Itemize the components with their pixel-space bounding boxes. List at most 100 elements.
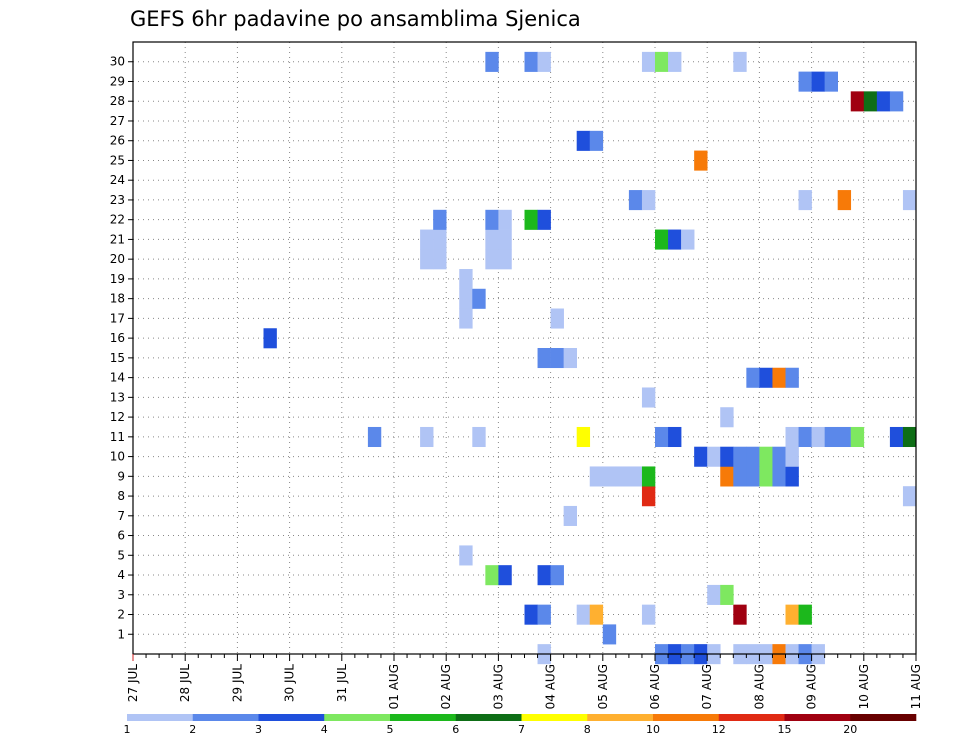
heatmap-cell xyxy=(498,209,512,230)
heatmap-cell xyxy=(641,190,656,211)
heatmap-cell xyxy=(746,367,760,388)
heatmap-cell xyxy=(615,466,630,487)
y-tick-label: 26 xyxy=(110,134,125,148)
heatmap-cell xyxy=(420,249,434,270)
heatmap-cell xyxy=(433,209,447,230)
heatmap-cell xyxy=(550,565,564,586)
y-tick-label: 2 xyxy=(117,608,125,622)
heatmap-cell xyxy=(485,565,499,586)
heatmap-cell xyxy=(746,466,760,487)
heatmap-cell xyxy=(485,51,499,72)
heatmap-cell xyxy=(655,51,669,72)
heatmap-cell xyxy=(537,604,551,625)
heatmap-cell xyxy=(759,367,773,388)
y-tick-label: 14 xyxy=(110,371,125,385)
y-tick-label: 15 xyxy=(110,351,125,365)
y-tick-label: 10 xyxy=(110,450,125,464)
x-tick-label: 04 AUG xyxy=(544,664,558,709)
x-tick-label: 05 AUG xyxy=(596,664,610,709)
heatmap-cell xyxy=(694,150,708,171)
heatmap-cell xyxy=(902,190,917,211)
heatmap-cell xyxy=(681,229,695,250)
heatmap-cell xyxy=(759,446,773,467)
heatmap-cell xyxy=(537,348,551,369)
y-tick-label: 23 xyxy=(110,193,125,207)
y-tick-label: 28 xyxy=(110,94,125,108)
x-tick-label: 09 AUG xyxy=(805,664,819,709)
heatmap-cell xyxy=(589,466,604,487)
colorbar-segment xyxy=(653,714,720,721)
heatmap-cell xyxy=(537,51,551,72)
heatmap-cell xyxy=(798,71,812,92)
heatmap-cell xyxy=(785,446,799,467)
heatmap-cell xyxy=(550,308,564,329)
x-tick-label: 03 AUG xyxy=(491,664,505,709)
heatmap-cell xyxy=(759,466,773,487)
colorbar-label: 3 xyxy=(255,723,262,736)
heatmap-cell xyxy=(641,466,656,487)
x-tick-label: 11 AUG xyxy=(909,664,923,709)
y-axis: 1234567891011121314151617181920212223242… xyxy=(110,55,133,641)
heatmap-cell xyxy=(498,565,512,586)
colorbar-label: 8 xyxy=(584,723,591,736)
heatmap-cell xyxy=(863,91,878,112)
y-tick-label: 3 xyxy=(117,588,125,602)
heatmap-cell xyxy=(785,367,799,388)
heatmap-cell xyxy=(876,91,891,112)
heatmap-cell xyxy=(720,584,734,605)
heatmap-cell xyxy=(824,426,838,448)
heatmap-cell xyxy=(837,190,852,211)
colorbar-segment xyxy=(192,714,259,721)
heatmap-cell xyxy=(772,367,786,388)
heatmap-cell xyxy=(772,466,786,487)
y-tick-label: 22 xyxy=(110,213,125,227)
y-tick-label: 21 xyxy=(110,232,125,246)
heatmap-cell xyxy=(367,426,382,448)
heatmap-cell xyxy=(524,51,538,72)
heatmap-cell xyxy=(720,446,734,467)
heatmap-cell xyxy=(576,426,591,448)
y-tick-label: 19 xyxy=(110,272,125,286)
heatmap-cell xyxy=(668,51,682,72)
y-tick-label: 25 xyxy=(110,153,125,167)
heatmap-cell xyxy=(798,426,812,448)
heatmap-cell xyxy=(889,426,904,448)
heatmap-cell xyxy=(524,604,538,625)
y-tick-label: 27 xyxy=(110,114,125,128)
x-tick-label: 08 AUG xyxy=(752,664,766,709)
y-tick-label: 16 xyxy=(110,331,125,345)
heatmap-cell xyxy=(485,249,499,270)
colorbar: 1 2 3 4 5 6 7 8 10 12 15 20 xyxy=(124,714,917,736)
y-tick-label: 20 xyxy=(110,252,125,266)
heatmap-cell xyxy=(785,426,799,448)
heatmap-cell xyxy=(837,426,852,448)
heatmap-cell xyxy=(563,505,577,526)
colorbar-segment xyxy=(390,714,457,721)
heatmap-cell xyxy=(811,426,825,448)
heatmap-cell xyxy=(472,288,486,309)
heatmap-cell xyxy=(668,426,682,448)
colorbar-label: 12 xyxy=(712,723,726,736)
heatmap-cell xyxy=(733,466,747,487)
heatmap-cell xyxy=(902,486,917,507)
y-tick-label: 8 xyxy=(117,489,125,503)
heatmap-cell xyxy=(433,249,447,270)
y-tick-label: 6 xyxy=(117,529,125,543)
heatmap-cell xyxy=(772,446,786,467)
plot-frame xyxy=(132,41,917,655)
heatmap-cell xyxy=(524,209,538,230)
heatmap-cell xyxy=(720,466,734,487)
heatmap-cell xyxy=(641,604,656,625)
heatmap-cell xyxy=(589,130,604,151)
heatmap-cell xyxy=(498,229,512,250)
heatmap-cell xyxy=(576,130,591,151)
y-tick-label: 13 xyxy=(110,390,125,404)
y-tick-label: 7 xyxy=(117,509,125,523)
x-tick-label: 06 AUG xyxy=(648,664,662,709)
heatmap-cell xyxy=(641,51,656,72)
y-tick-label: 1 xyxy=(117,627,125,641)
colorbar-label: 10 xyxy=(646,723,660,736)
heatmap-cell xyxy=(459,545,473,566)
heatmap-cell xyxy=(655,229,669,250)
colorbar-segment xyxy=(455,714,522,721)
